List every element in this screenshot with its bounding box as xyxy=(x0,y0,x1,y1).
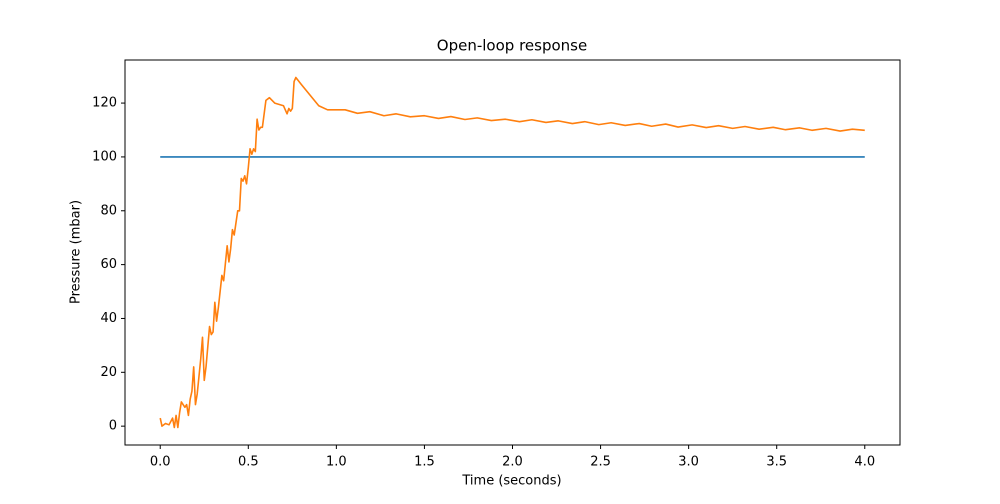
x-tick-label: 2.5 xyxy=(590,455,611,470)
line-series xyxy=(159,76,865,429)
y-tick-label: 80 xyxy=(100,203,117,218)
y-tick-label: 100 xyxy=(92,149,117,164)
y-tick-label: 20 xyxy=(100,365,117,380)
x-tick-label: 0.5 xyxy=(238,455,259,470)
y-tick-label: 0 xyxy=(109,419,117,434)
y-tick-label: 40 xyxy=(100,311,117,326)
x-tick-label: 1.5 xyxy=(414,455,435,470)
y-tick-label: 120 xyxy=(92,96,117,111)
x-axis-label: Time (seconds) xyxy=(461,474,561,489)
x-tick-label: 3.0 xyxy=(678,455,699,470)
x-tick-label: 4.0 xyxy=(854,455,875,470)
y-axis-label: Pressure (mbar) xyxy=(69,200,84,304)
chart-title: Open-loop response xyxy=(437,37,587,55)
x-tick-label: 0.0 xyxy=(150,455,171,470)
y-tick-label: 60 xyxy=(100,257,117,272)
x-tick-label: 2.0 xyxy=(502,455,523,470)
x-tick-label: 3.5 xyxy=(766,455,787,470)
axes-frame xyxy=(124,59,901,446)
x-tick-label: 1.0 xyxy=(326,455,347,470)
